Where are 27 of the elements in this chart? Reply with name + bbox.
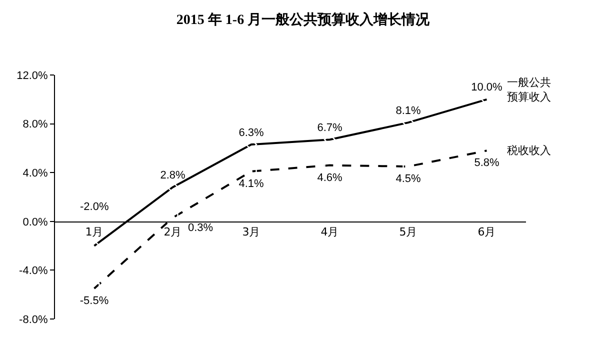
y-tick-label: 0.0% — [22, 216, 48, 228]
chart-title: 2015 年 1-6 月一般公共预算收入增长情况 — [176, 12, 431, 28]
x-tick-label: 2月 — [164, 226, 182, 239]
x-tick-label: 5月 — [399, 226, 418, 239]
data-label: 10.0% — [471, 82, 503, 94]
data-label: 6.7% — [317, 122, 342, 134]
data-label: 4.5% — [396, 173, 421, 185]
series-label: 税收收入 — [507, 144, 551, 157]
data-label: -2.0% — [80, 201, 109, 213]
y-tick-label: 4.0% — [22, 167, 48, 180]
data-label: 6.3% — [238, 126, 264, 139]
data-label: 0.3% — [188, 222, 214, 234]
data-label: 4.6% — [317, 172, 342, 184]
y-tick-label: 12.0% — [16, 70, 48, 82]
y-tick-label: -8.0% — [19, 314, 48, 326]
series-label: 一般公共预算收入 — [507, 76, 551, 104]
y-tick-label: 8.0% — [22, 118, 48, 131]
x-tick-label: 4月 — [320, 226, 339, 239]
x-tick-label: 3月 — [242, 226, 260, 239]
data-label: 8.1% — [396, 104, 421, 117]
data-label: 5.8% — [474, 157, 500, 170]
x-tick-label: 6月 — [478, 226, 496, 239]
y-tick-label: -4.0% — [19, 265, 48, 278]
data-label: 4.1% — [238, 178, 264, 190]
data-label: -5.5% — [80, 295, 109, 307]
x-tick-label: 1月 — [85, 226, 104, 239]
data-label: 2.8% — [160, 169, 186, 182]
